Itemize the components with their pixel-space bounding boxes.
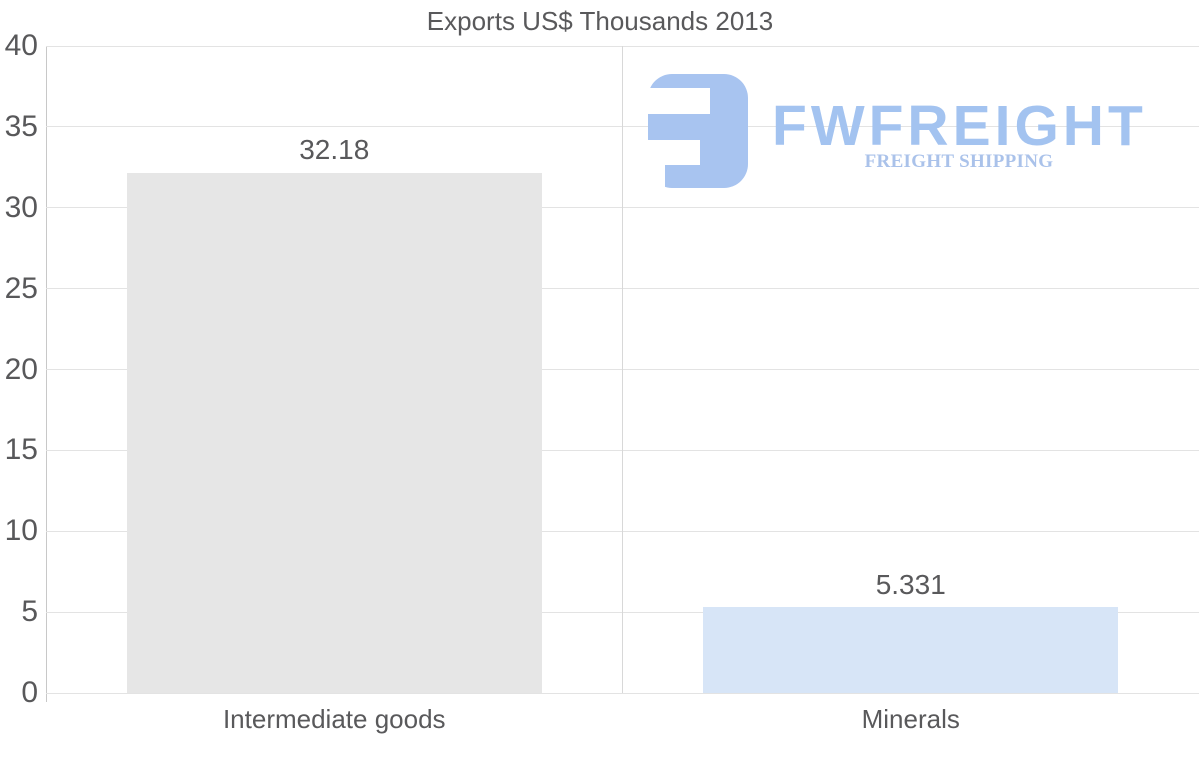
y-tick-label-10: 10 [4, 514, 38, 548]
category-separator [622, 46, 623, 693]
y-tick-label-30: 30 [4, 190, 38, 224]
fw-monogram-icon [648, 74, 748, 188]
y-tick-label-0: 0 [21, 676, 38, 709]
y-axis-line [46, 46, 47, 702]
bar-minerals [703, 606, 1119, 693]
y-tick-label-5: 5 [21, 595, 38, 629]
x-category-label-intermediate-goods: Intermediate goods [222, 704, 446, 734]
plot-area [46, 45, 1199, 694]
watermark-name: FWFREIGHT [772, 94, 1147, 158]
y-tick-label-15: 15 [4, 433, 38, 467]
y-tick-label-35: 35 [4, 109, 38, 143]
bar-value-label-intermediate-goods: 32.18 [299, 134, 370, 166]
y-tick-label-40: 40 [4, 29, 38, 62]
y-tick-label-20: 20 [4, 352, 38, 386]
y-tick-label-25: 25 [4, 271, 38, 305]
bar-intermediate-goods [126, 172, 542, 693]
watermark: FWFREIGHT FREIGHT SHIPPING [648, 74, 1148, 194]
chart-title: Exports US$ Thousands 2013 [426, 6, 774, 36]
bar-value-label-minerals: 5.331 [875, 568, 946, 600]
watermark-tagline: FREIGHT SHIPPING [864, 151, 1054, 172]
gridline-y-0 [46, 692, 1199, 694]
x-category-label-minerals: Minerals [861, 704, 960, 734]
